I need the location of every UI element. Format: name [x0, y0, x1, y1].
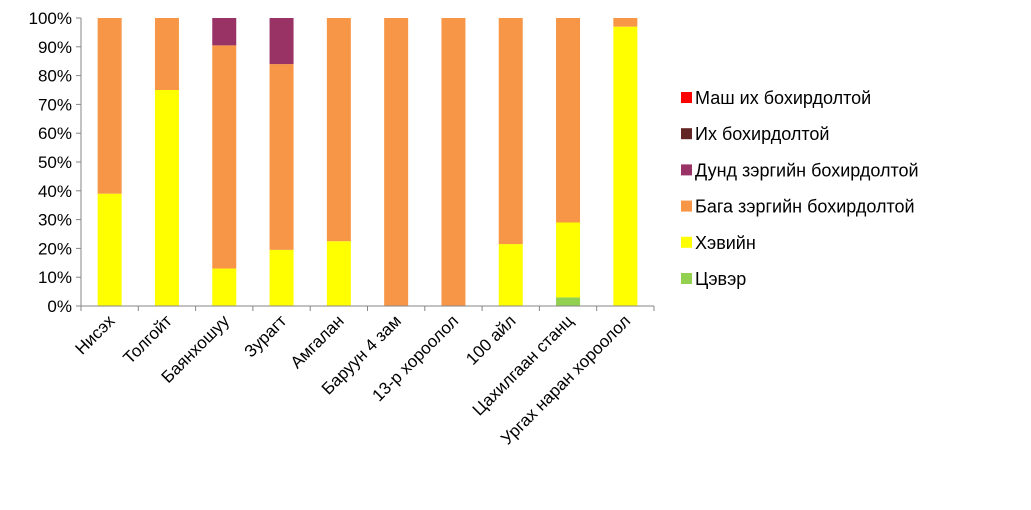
bar-segment-series-1-category-1 — [154, 90, 179, 306]
bar-segment-series-1-category-7 — [498, 244, 523, 306]
legend-label: Дунд зэргийн бохирдолтой — [695, 160, 919, 180]
legend-item-5: Цэвэр — [681, 269, 746, 289]
legend-label: Их бохирдолтой — [695, 124, 829, 144]
bar-segment-series-0-category-8 — [556, 297, 581, 306]
y-tick-label: 0% — [47, 297, 72, 316]
y-tick-label: 20% — [38, 239, 72, 258]
y-tick-label: 80% — [38, 67, 72, 86]
bar-segment-series-1-category-2 — [212, 268, 237, 306]
y-tick-label: 10% — [38, 268, 72, 287]
y-tick-label: 70% — [38, 95, 72, 114]
x-tick-label-0: Нисэх — [71, 311, 118, 358]
legend-swatch — [681, 128, 692, 140]
y-tick-label: 50% — [38, 153, 72, 172]
legend-item-0: Маш их бохирдолтой — [681, 88, 871, 108]
legend-label: Маш их бохирдолтой — [695, 88, 871, 108]
bar-segment-series-1-category-8 — [556, 222, 581, 298]
x-tick-label-1: Толгойт — [119, 311, 175, 367]
bar-segment-series-1-category-3 — [269, 249, 294, 306]
bar-segment-series-2-category-6 — [441, 18, 466, 306]
bar-segment-series-1-category-0 — [97, 193, 122, 306]
legend-label: Хэвийн — [695, 233, 756, 253]
legend-swatch — [681, 236, 692, 248]
legend-label: Цэвэр — [695, 269, 746, 289]
y-tick-label: 30% — [38, 211, 72, 230]
bar-segment-series-2-category-4 — [326, 18, 351, 242]
bar-segment-series-2-category-9 — [613, 18, 638, 27]
bar-segment-series-2-category-3 — [269, 64, 294, 250]
bar-segment-series-2-category-8 — [556, 18, 581, 223]
legend-swatch — [681, 164, 692, 176]
legend-swatch — [681, 200, 692, 212]
legend-item-4: Хэвийн — [681, 233, 756, 253]
legend-swatch — [681, 273, 692, 284]
bar-segment-series-2-category-7 — [498, 18, 523, 245]
legend-label: Бага зэргийн бохирдолтой — [695, 197, 915, 217]
y-tick-label: 40% — [38, 182, 72, 201]
bar-segment-series-2-category-2 — [212, 45, 237, 269]
legend-swatch — [681, 92, 692, 103]
legend-item-1: Их бохирдолтой — [681, 124, 829, 144]
x-tick-label-3: Зурагт — [241, 311, 291, 361]
bar-segment-series-3-category-2 — [212, 18, 237, 46]
y-tick-labels: 0% 10% 20% 30% 40% 50% 60% 70% 80% 90% 100% — [29, 9, 72, 316]
axes — [76, 17, 655, 311]
bar-area — [97, 18, 638, 306]
legend: Маш их бохирдолтой Их бохирдолтой Дунд зэр… — [681, 88, 919, 289]
bar-segment-series-1-category-9 — [613, 26, 638, 306]
bar-segment-series-2-category-1 — [154, 18, 179, 90]
bar-segment-series-2-category-5 — [384, 18, 409, 306]
legend-item-2: Дунд зэргийн бохирдолтой — [681, 160, 919, 180]
y-tick-label: 90% — [38, 38, 72, 57]
y-tick-label: 60% — [38, 124, 72, 143]
bar-segment-series-2-category-0 — [97, 18, 122, 194]
y-tick-label: 100% — [29, 9, 72, 28]
bar-segment-series-1-category-4 — [326, 241, 351, 306]
x-tick-label-8: Цахилгаан станц — [469, 311, 577, 419]
x-tick-label-7: 100 айл — [462, 311, 519, 368]
legend-item-3: Бага зэргийн бохирдолтой — [681, 197, 915, 217]
bar-segment-series-3-category-3 — [269, 18, 294, 65]
